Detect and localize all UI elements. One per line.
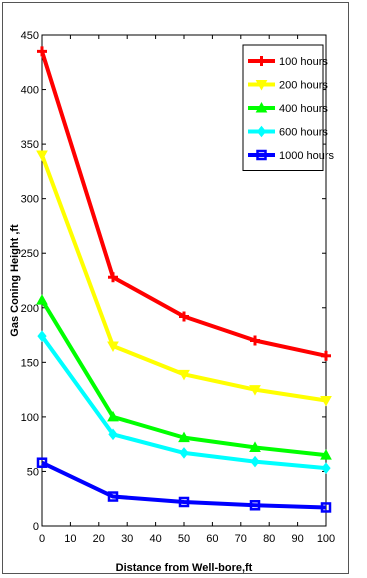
data-point: [249, 441, 261, 452]
x-tick-label: 90: [291, 533, 303, 545]
data-point: [107, 341, 119, 352]
y-tick-label: 0: [33, 521, 39, 533]
x-tick-label: 40: [149, 533, 161, 545]
y-tick-label: 200: [21, 303, 39, 315]
series-line: [41, 460, 327, 510]
legend-label: 100 hours: [279, 56, 328, 68]
data-point: [178, 369, 190, 381]
data-point: [249, 500, 261, 511]
chart-frame: 0 10 20 30 40 50 60 70 80 90 100 0 50 100 150 200 250 300…: [2, 2, 349, 574]
x-tick-label: 0: [39, 533, 45, 545]
data-point: [320, 449, 332, 460]
legend-marker: [256, 125, 267, 138]
series-100-hours: [37, 46, 331, 361]
x-tick-label: 30: [121, 533, 133, 545]
legend-label: 600 hours: [279, 127, 328, 139]
legend-label: 400 hours: [279, 103, 328, 115]
y-tick-label: 300: [21, 194, 39, 206]
legend-label: 1000 hours: [279, 150, 335, 162]
y-tick-label: 400: [21, 85, 39, 97]
y-axis-label: Gas Coning Height ,ft: [9, 224, 21, 337]
x-tick-label: 20: [93, 533, 105, 545]
data-point: [178, 431, 190, 443]
x-tick-label: 100: [317, 533, 335, 545]
line-chart: 0 10 20 30 40 50 60 70 80 90 100 0 50 100 150 200 250 300…: [9, 30, 335, 574]
data-point: [320, 396, 332, 407]
data-point: [36, 457, 48, 468]
data-point: [107, 410, 119, 422]
data-point: [179, 447, 189, 459]
data-point: [250, 335, 260, 346]
data-point: [179, 311, 189, 322]
legend-marker: [256, 56, 267, 66]
data-point: [36, 294, 48, 305]
y-tick-label: 350: [21, 139, 39, 151]
series-200-hours: [36, 150, 332, 407]
data-point: [36, 150, 48, 162]
data-point: [321, 462, 331, 474]
data-point: [250, 455, 260, 468]
legend-marker: [255, 101, 268, 113]
data-point: [178, 496, 190, 508]
y-tick-label: 50: [27, 466, 39, 478]
data-point: [107, 491, 119, 502]
data-point: [108, 272, 118, 283]
data-point: [37, 330, 47, 342]
y-tick-label: 250: [21, 248, 39, 260]
x-tick-label: 70: [235, 533, 247, 545]
y-tick-label: 100: [21, 412, 39, 424]
legend-label: 200 hours: [279, 80, 328, 92]
x-tick-label: 50: [178, 533, 190, 545]
data-point: [249, 385, 261, 396]
legend: 100 hours 200 hours 400 hours 600 hours 1000…: [242, 44, 335, 171]
data-point: [108, 428, 118, 441]
legend-marker: [256, 149, 267, 161]
x-tick-label: 60: [206, 533, 218, 545]
x-tick-label: 10: [64, 533, 76, 545]
data-point: [320, 502, 332, 513]
series-1000-hours: [36, 457, 332, 513]
data-point: [37, 46, 47, 57]
series-400-hours: [36, 294, 332, 460]
y-tick-label: 450: [21, 30, 39, 42]
x-tick-label: 80: [263, 533, 275, 545]
y-tick-label: 150: [21, 357, 39, 369]
x-axis-label: Distance from Well-bore,ft: [116, 562, 253, 574]
data-point: [321, 350, 331, 361]
legend-marker: [255, 80, 268, 91]
series-600-hours: [37, 330, 331, 474]
